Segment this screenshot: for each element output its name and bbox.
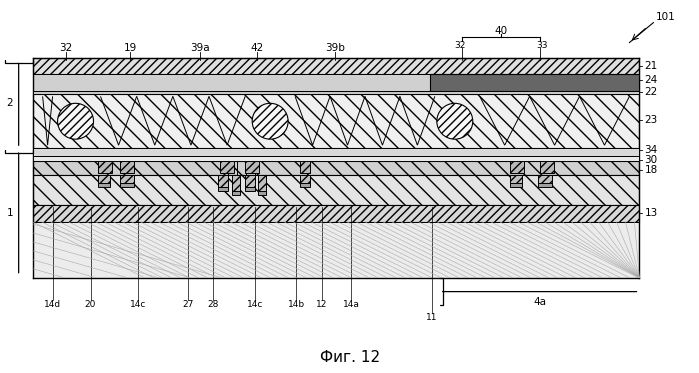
Text: 101: 101	[656, 12, 675, 22]
Text: 21: 21	[644, 62, 658, 72]
Text: 2: 2	[6, 98, 13, 108]
Text: 30: 30	[644, 155, 658, 165]
Text: 14a: 14a	[343, 300, 359, 309]
Bar	[300, 183, 310, 187]
Text: 32: 32	[59, 43, 72, 53]
Bar	[33, 94, 640, 148]
Text: 1: 1	[6, 208, 13, 218]
Bar	[33, 222, 640, 278]
Text: 18: 18	[644, 165, 658, 175]
Circle shape	[57, 103, 94, 139]
Text: 11: 11	[426, 313, 438, 322]
Circle shape	[252, 103, 288, 139]
Text: 14c: 14c	[130, 300, 147, 309]
Text: 33: 33	[536, 41, 547, 50]
Bar	[510, 175, 521, 183]
Bar	[232, 191, 240, 195]
Text: 24: 24	[644, 75, 658, 85]
Text: 28: 28	[208, 300, 219, 309]
Bar	[245, 187, 255, 191]
Bar	[245, 175, 255, 187]
Text: 34: 34	[644, 145, 658, 155]
Text: 27: 27	[182, 300, 194, 309]
Bar	[258, 191, 266, 195]
Text: 4a: 4a	[533, 297, 546, 307]
Bar	[538, 175, 552, 183]
Bar	[220, 161, 234, 173]
Bar	[33, 161, 640, 175]
Text: 32: 32	[454, 41, 466, 50]
Bar	[33, 91, 640, 94]
Bar	[218, 187, 229, 191]
Bar	[510, 183, 521, 187]
Text: 42: 42	[250, 43, 264, 53]
Text: 22: 22	[644, 87, 658, 97]
Text: 23: 23	[644, 115, 658, 125]
Text: 39a: 39a	[191, 43, 210, 53]
Bar	[99, 175, 110, 183]
Bar	[245, 161, 259, 173]
Bar	[33, 75, 430, 91]
Text: 40: 40	[494, 26, 507, 35]
Bar	[232, 175, 240, 191]
Bar	[300, 161, 310, 173]
Text: 39b: 39b	[325, 43, 345, 53]
Circle shape	[437, 103, 473, 139]
Bar	[120, 161, 134, 173]
Bar	[258, 175, 266, 191]
Bar	[540, 161, 554, 173]
Text: Фиг. 12: Фиг. 12	[320, 350, 380, 365]
Bar	[430, 75, 640, 91]
Bar	[538, 183, 552, 187]
Bar	[300, 175, 310, 183]
Bar	[33, 205, 640, 222]
Bar	[120, 183, 134, 187]
Text: 14d: 14d	[44, 300, 61, 309]
Bar	[33, 175, 640, 205]
Bar	[33, 156, 640, 161]
Bar	[99, 161, 113, 173]
Text: 14b: 14b	[287, 300, 305, 309]
Text: 13: 13	[644, 208, 658, 218]
Text: 19: 19	[124, 43, 137, 53]
Bar	[218, 175, 229, 187]
Text: 20: 20	[85, 300, 96, 309]
Text: 12: 12	[317, 300, 328, 309]
Text: 14c: 14c	[247, 300, 264, 309]
Bar	[33, 59, 640, 75]
Bar	[33, 148, 640, 156]
Bar	[510, 161, 524, 173]
Bar	[99, 183, 110, 187]
Bar	[120, 175, 134, 183]
